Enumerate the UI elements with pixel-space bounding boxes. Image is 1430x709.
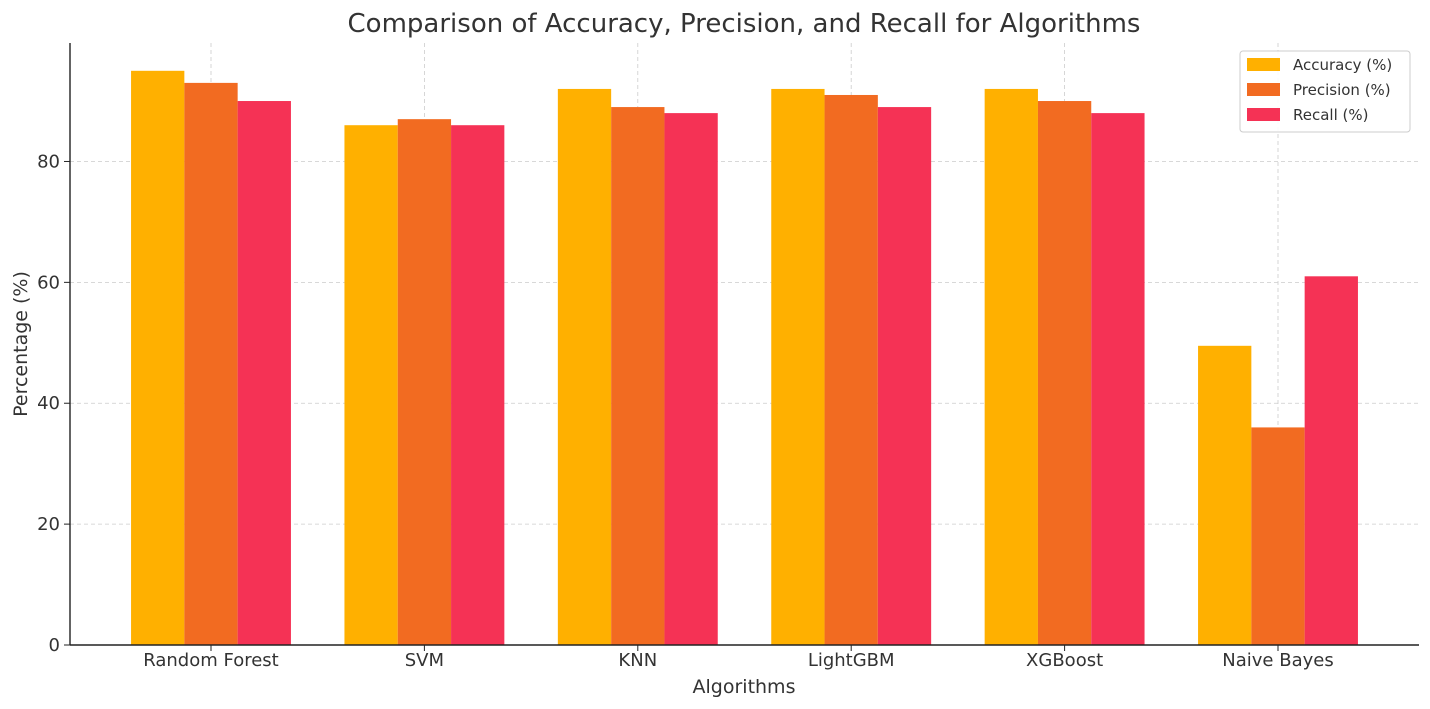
x-axis-label: Algorithms	[693, 676, 796, 698]
legend: Accuracy (%) Precision (%) Recall (%)	[1239, 50, 1411, 133]
legend-label: Recall (%)	[1293, 106, 1368, 124]
bar-naive-bayes-precision	[1251, 427, 1305, 645]
x-tick-label: Random Forest	[143, 650, 278, 671]
y-tick-label: 0	[49, 635, 60, 656]
y-ticks: 0 20 40 60 80	[37, 151, 70, 656]
bar-lightgbm-recall	[877, 107, 932, 645]
bar-random-forest-recall	[237, 101, 291, 645]
y-axis-label: Percentage (%)	[10, 271, 32, 417]
x-ticks: Random Forest SVM KNN LightGBM XGBoost Naive …	[143, 645, 1334, 671]
legend-swatch	[1247, 83, 1280, 96]
bars	[131, 70, 1358, 646]
y-tick-label: 80	[37, 151, 60, 172]
bar-xgboost-precision	[1037, 101, 1092, 645]
legend-box	[1239, 50, 1411, 133]
bar-random-forest-precision	[184, 82, 238, 646]
x-tick-label: XGBoost	[1026, 650, 1103, 671]
bar-knn-accuracy	[557, 88, 612, 646]
y-tick-label: 60	[37, 272, 60, 293]
bar-svm-precision	[397, 119, 452, 646]
bar-random-forest-accuracy	[131, 70, 185, 645]
bar-lightgbm-accuracy	[771, 88, 825, 646]
legend-swatch	[1247, 108, 1280, 121]
bar-knn-recall	[664, 113, 718, 646]
legend-label: Precision (%)	[1293, 81, 1391, 99]
bar-naive-bayes-recall	[1304, 276, 1358, 645]
bar-knn-precision	[611, 107, 665, 645]
bar-xgboost-accuracy	[984, 88, 1038, 646]
chart-title: Comparison of Accuracy, Precision, and R…	[348, 9, 1141, 39]
axes	[69, 43, 1419, 646]
bar-naive-bayes-accuracy	[1198, 345, 1252, 645]
legend-swatch	[1247, 58, 1280, 71]
bar-svm-accuracy	[344, 125, 398, 645]
bar-svm-recall	[451, 125, 505, 645]
bar-xgboost-recall	[1091, 113, 1145, 646]
x-tick-label: LightGBM	[808, 650, 895, 671]
x-tick-label: SVM	[405, 650, 444, 671]
y-tick-label: 20	[37, 514, 60, 535]
x-tick-label: KNN	[618, 650, 657, 671]
y-tick-label: 40	[37, 393, 60, 414]
x-tick-label: Naive Bayes	[1222, 650, 1333, 671]
bar-lightgbm-precision	[824, 94, 878, 645]
legend-label: Accuracy (%)	[1293, 56, 1392, 74]
